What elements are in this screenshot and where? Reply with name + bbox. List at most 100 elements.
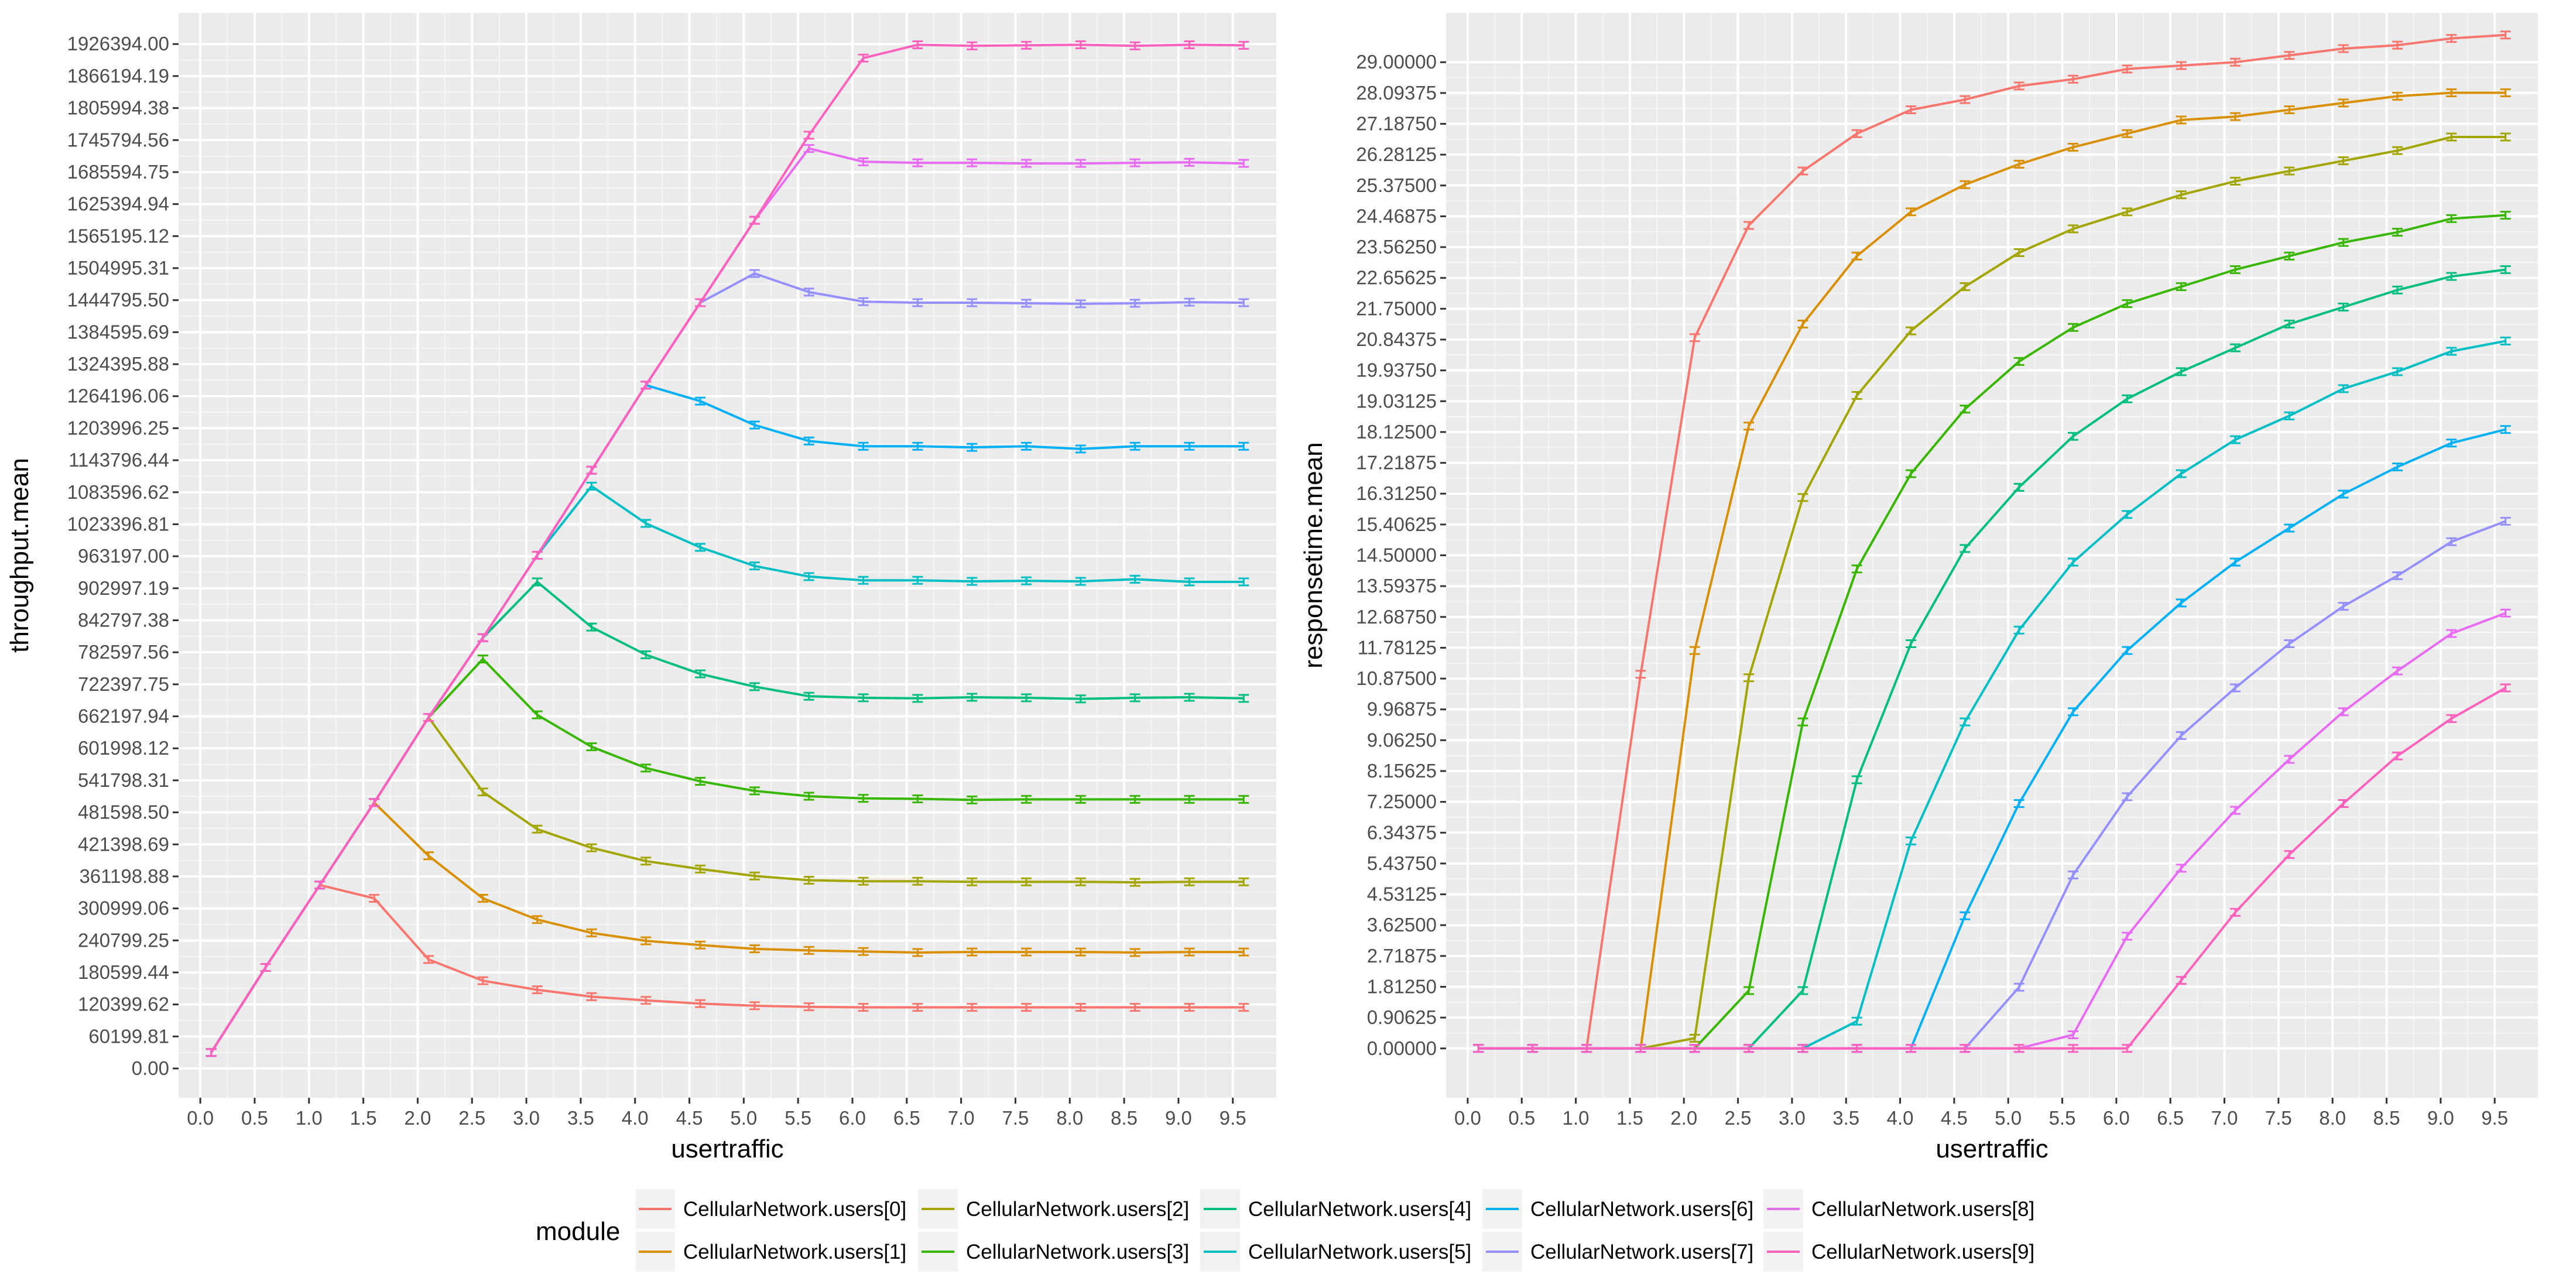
responsetime-x-ticks: 0.0 0.5 1.0 1.5 2.0 2.5 3.0 3.5 4.0 4.5 5.0 5.5 6.0 6…	[1454, 1098, 2508, 1129]
responsetime-errorbar	[2122, 510, 2133, 519]
throughput-x-tick-label: 2.5	[458, 1107, 485, 1129]
throughput-errorbar	[967, 795, 978, 804]
legend-label: CellularNetwork.users[7]	[1530, 1241, 1753, 1263]
responsetime-errorbar	[2229, 343, 2241, 352]
responsetime-y-tick-label: 6.34375	[1367, 821, 1437, 843]
responsetime-y-tick-label: 2.71875	[1367, 945, 1437, 967]
throughput-x-tick-label: 4.0	[622, 1107, 649, 1129]
responsetime-errorbar	[2500, 683, 2511, 693]
throughput-errorbar	[1075, 444, 1086, 454]
throughput-errorbar	[1129, 794, 1140, 804]
responsetime-errorbar	[2500, 88, 2511, 98]
throughput-errorbar	[1021, 576, 1032, 585]
responsetime-x-tick-label: 8.5	[2373, 1107, 2400, 1129]
responsetime-errorbar	[2013, 482, 2025, 492]
throughput-errorbar	[640, 763, 652, 773]
responsetime-x-tick-label: 0.0	[1454, 1107, 1481, 1129]
throughput-errorbar	[423, 851, 434, 861]
throughput-errorbar	[749, 215, 760, 225]
responsetime-errorbar	[2392, 462, 2403, 471]
responsetime-x-tick-label: 4.5	[1941, 1107, 1968, 1129]
responsetime-errorbar	[1797, 493, 1808, 502]
throughput-errorbar	[260, 962, 271, 972]
responsetime-errorbar	[2338, 799, 2349, 809]
responsetime-errorbar	[1851, 1016, 1862, 1026]
responsetime-errorbar	[1473, 1044, 1484, 1053]
responsetime-line-cellularnetwork-users-0	[1478, 33, 2506, 1050]
responsetime-errorbar	[1581, 1044, 1592, 1053]
throughput-errorbar	[749, 682, 760, 691]
throughput-errorbar	[695, 396, 706, 406]
throughput-errorbar	[858, 693, 869, 703]
throughput-errorbar	[532, 551, 543, 560]
throughput-errorbar	[912, 298, 923, 307]
responsetime-errorbar	[2338, 302, 2349, 311]
responsetime-errorbar	[2338, 384, 2349, 393]
throughput-y-tick-label: 782597.56	[78, 641, 169, 663]
responsetime-y-ticks: 0.00000 0.90625 1.81250 2.71875 3.62500 4.531…	[1356, 51, 1446, 1059]
throughput-errorbar	[1075, 299, 1086, 309]
responsetime-errorbar	[2067, 707, 2078, 717]
throughput-errorbar	[586, 928, 597, 937]
throughput-y-tick-label: 240799.25	[78, 929, 169, 951]
responsetime-errorbar	[2338, 602, 2349, 611]
legend-item-cellularnetwork-users-0: CellularNetwork.users[0]	[635, 1189, 906, 1229]
throughput-y-ticks: 0.00 60199.81 120399.62 180599.44 240799.25 3…	[67, 33, 179, 1079]
throughput-errorbar	[1238, 298, 1249, 307]
responsetime-series-cellularnetwork-users-9	[1473, 683, 2511, 1053]
throughput-x-tick-label: 0.0	[187, 1107, 214, 1129]
throughput-errorbar	[803, 131, 814, 140]
responsetime-errorbar	[1851, 129, 1862, 138]
responsetime-errorbar	[1797, 1044, 1808, 1053]
responsetime-errorbar	[2392, 228, 2403, 237]
responsetime-x-tick-label: 5.5	[2049, 1107, 2076, 1129]
responsetime-errorbar	[1960, 1044, 1971, 1053]
throughput-x-axis-title: usertraffic	[671, 1135, 783, 1163]
responsetime-errorbar	[2176, 469, 2187, 478]
responsetime-errorbar	[2176, 115, 2187, 125]
throughput-series-cellularnetwork-users-9	[205, 40, 1249, 1057]
throughput-errorbar	[803, 792, 814, 801]
throughput-errorbar	[912, 794, 923, 804]
responsetime-errorbar	[2284, 850, 2295, 859]
throughput-errorbar	[532, 710, 543, 720]
responsetime-errorbar	[2500, 516, 2511, 526]
responsetime-errorbar	[1797, 717, 1808, 727]
throughput-errorbar	[640, 996, 652, 1005]
legend-item-cellularnetwork-users-8: CellularNetwork.users[8]	[1763, 1189, 2034, 1229]
throughput-errorbar	[532, 985, 543, 995]
throughput-errorbar	[749, 1001, 760, 1010]
legend-item-cellularnetwork-users-7: CellularNetwork.users[7]	[1482, 1232, 1753, 1272]
throughput-errorbar	[1184, 577, 1195, 587]
responsetime-errorbar	[2176, 367, 2187, 376]
throughput-y-tick-label: 1324395.88	[67, 353, 169, 375]
legend-label: CellularNetwork.users[1]	[683, 1241, 906, 1263]
responsetime-x-tick-label: 9.5	[2481, 1107, 2508, 1129]
responsetime-errorbar	[2229, 683, 2241, 693]
throughput-errorbar	[695, 864, 706, 873]
throughput-errorbar	[1184, 297, 1195, 307]
throughput-y-tick-label: 0.00	[132, 1057, 169, 1079]
throughput-x-tick-label: 9.0	[1165, 1107, 1192, 1129]
throughput-x-tick-label: 2.0	[404, 1107, 431, 1129]
throughput-errorbar	[803, 691, 814, 701]
responsetime-x-tick-label: 3.0	[1779, 1107, 1806, 1129]
throughput-errorbar	[695, 669, 706, 679]
throughput-errorbar	[1021, 794, 1032, 804]
throughput-errorbar	[1129, 441, 1140, 451]
responsetime-x-tick-label: 1.0	[1563, 1107, 1590, 1129]
throughput-errorbar	[749, 871, 760, 881]
responsetime-errorbar	[2338, 44, 2349, 53]
throughput-errorbar	[1238, 1003, 1249, 1012]
throughput-errorbar	[1238, 441, 1249, 451]
throughput-errorbar	[967, 577, 978, 586]
responsetime-errorbar	[2013, 1044, 2025, 1053]
responsetime-errorbar	[2284, 411, 2295, 420]
throughput-errorbar	[912, 158, 923, 167]
responsetime-errorbar	[2446, 347, 2457, 356]
throughput-errorbar	[1021, 947, 1032, 957]
responsetime-x-tick-label: 0.5	[1508, 1107, 1535, 1129]
throughput-y-tick-label: 601998.12	[78, 737, 169, 759]
responsetime-y-tick-label: 26.28125	[1356, 143, 1437, 165]
responsetime-errorbar	[1689, 1044, 1700, 1053]
